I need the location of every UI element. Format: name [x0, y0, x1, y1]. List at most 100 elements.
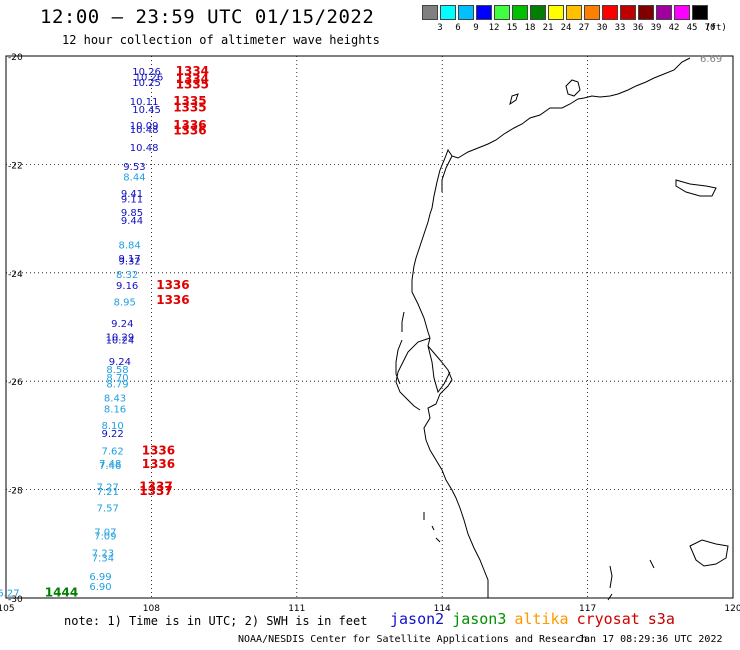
pass-time-label: 1336 — [173, 118, 206, 132]
legend-swatch — [530, 5, 546, 20]
satellite-name-altika: altika — [514, 610, 569, 628]
coastline-cape-range — [441, 155, 453, 192]
corner-value: 6.69 — [700, 54, 722, 65]
pass-time-label: 1335 — [173, 100, 206, 114]
wave-height-value: 10.26 — [135, 72, 164, 83]
coastline — [395, 57, 729, 601]
wave-height-value: 8.58 — [106, 365, 128, 376]
wave-height-value: 8.16 — [104, 405, 126, 416]
latitude-label: -26 — [8, 378, 23, 388]
legend-swatch — [584, 5, 600, 20]
wave-height-value: 8.43 — [104, 393, 126, 404]
wave-height-value: 8.79 — [106, 380, 128, 391]
pass-time-label: 1336 — [142, 457, 175, 471]
legend-swatch — [476, 5, 492, 20]
legend-label: 9 — [473, 23, 479, 33]
longitude-label: 111 — [288, 604, 305, 614]
wave-height-value: 9.16 — [116, 281, 138, 292]
latitude-label: -22 — [8, 161, 23, 171]
wave-height-value: 8.44 — [123, 173, 145, 184]
legend-swatch — [548, 5, 564, 20]
wave-height-value: 6.90 — [89, 582, 111, 593]
legend-label: 3 — [437, 23, 443, 33]
wave-height-value: 9.41 — [121, 189, 143, 200]
coastline-dampier-islands — [565, 79, 581, 97]
legend-label: 18 — [524, 23, 536, 33]
wave-height-value: 7.46 — [99, 461, 121, 472]
wave-height-value: 7.62 — [101, 446, 123, 457]
pass-time-label: 1444 — [45, 585, 78, 599]
satellite-name-jason3: jason3 — [452, 610, 507, 628]
legend-label: 30 — [596, 23, 608, 33]
wave-height-value: 10.24 — [106, 335, 135, 346]
wave-height-value: 8.84 — [118, 240, 140, 251]
longitude-label: 117 — [579, 604, 596, 614]
satellite-legend: jason2 jason3 altika cryosat s3a — [390, 610, 683, 628]
wave-height-value: 10.48 — [130, 143, 159, 154]
observations-layer: 10.2610.2610.2510.1110.4510.0910.4810.48… — [0, 67, 163, 599]
wave-height-value: 10.48 — [130, 125, 159, 136]
pass-time-label: 1334 — [176, 72, 209, 86]
wave-height-value: 9.11 — [121, 194, 143, 205]
pass-time-label: 1336 — [142, 443, 175, 457]
wave-height-value: 7.57 — [97, 503, 119, 514]
legend-swatch — [638, 5, 654, 20]
coastline-mainland — [411, 57, 691, 598]
coastline-abrolhos-islands — [423, 512, 441, 543]
wave-height-value: 10.26 — [132, 67, 161, 78]
satellite-name-jason2: jason2 — [390, 610, 445, 628]
coastline-barrow-island — [509, 93, 519, 106]
color-legend: 3 6 9 12 15 18 21 24 27 30 33 36 39 42 45 70 (ft) — [422, 5, 728, 35]
coastline-bernier-island — [401, 311, 405, 332]
wave-height-value: 9.53 — [123, 162, 145, 173]
pass-time-label: 1335 — [176, 78, 209, 92]
legend-swatch — [602, 5, 618, 20]
coastline-dirk-hartog-island — [395, 339, 403, 385]
coastline-east-lakes — [607, 559, 655, 601]
legend-label: 45 — [686, 23, 698, 33]
map-frame — [5, 55, 734, 599]
legend-label: 42 — [668, 23, 680, 33]
legend-label: 70 — [704, 23, 716, 33]
footer-note: note: 1) Time is in UTC; 2) SWH is in fe… — [64, 614, 368, 628]
legend-swatch — [512, 5, 528, 20]
coastline-shark-bay-inner — [427, 345, 451, 394]
wave-height-value: 10.11 — [130, 97, 159, 108]
legend-swatch — [494, 5, 510, 20]
wave-height-value: 7.48 — [99, 459, 121, 470]
wave-height-value: 9.24 — [111, 319, 133, 330]
latitude-label: -30 — [8, 595, 23, 605]
legend-label: 6 — [455, 23, 461, 33]
legend-swatch — [656, 5, 672, 20]
legend-swatch — [620, 5, 636, 20]
wave-height-value: 7.34 — [92, 554, 114, 565]
wave-height-value: 9.85 — [121, 208, 143, 219]
legend-unit: (ft) — [705, 23, 727, 33]
legend-swatch — [458, 5, 474, 20]
legend-label: 15 — [506, 23, 518, 33]
satellite-name-s3a: s3a — [647, 610, 675, 628]
longitude-label: 105 — [0, 604, 15, 614]
legend-swatch — [692, 5, 708, 20]
wave-height-value: 8.70 — [106, 373, 128, 384]
wave-height-value: 8.95 — [114, 297, 136, 308]
wave-height-value: 7.23 — [92, 548, 114, 559]
wave-height-value: 6.99 — [89, 572, 111, 583]
pass-time-label: 1337 — [139, 484, 172, 498]
wave-height-value: 8.10 — [101, 421, 123, 432]
latitude-label: -20 — [8, 53, 23, 63]
legend-label: 12 — [488, 23, 500, 33]
map-title: 12:00 – 23:59 UTC 01/15/2022 — [40, 6, 375, 28]
legend-swatch — [440, 5, 456, 20]
wave-height-value: 9.22 — [101, 429, 123, 440]
legend-label: 39 — [650, 23, 662, 33]
wave-height-value: 10.45 — [132, 105, 161, 116]
wave-height-value: 9.44 — [121, 216, 143, 227]
pass-time-label: 1335 — [173, 94, 206, 108]
legend-swatch — [422, 5, 438, 20]
coastline-southeast-island — [689, 539, 729, 567]
wave-height-value: 10.25 — [132, 78, 161, 89]
legend-label: 36 — [632, 23, 644, 33]
wave-height-value: 10.09 — [130, 121, 159, 132]
